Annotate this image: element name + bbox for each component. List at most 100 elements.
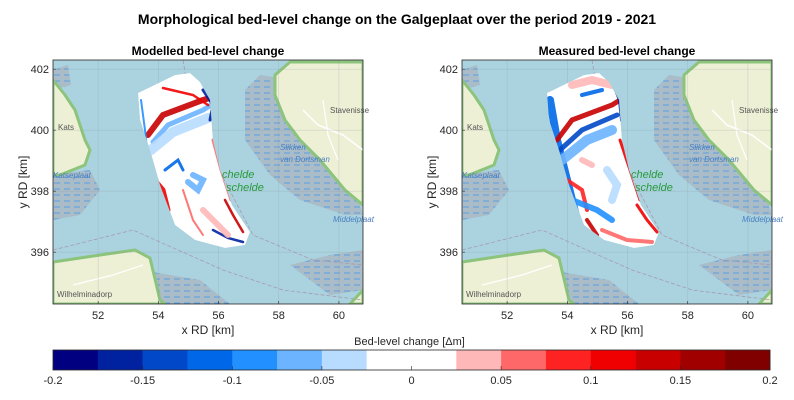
map-label: Kats xyxy=(58,123,74,132)
road xyxy=(481,264,553,286)
tidal-flat xyxy=(699,250,772,295)
bed-change-feature xyxy=(150,102,214,145)
map-label: Kats xyxy=(467,123,483,132)
map-label: Slikken xyxy=(689,143,715,152)
road xyxy=(72,264,144,286)
colorbar-tick-label: -0.15 xyxy=(130,375,155,387)
map-panel-modelled: Stavenisse Slikken van Dortsman cheldeschel… xyxy=(16,44,375,337)
boundary-line xyxy=(462,229,772,301)
land xyxy=(273,60,363,207)
boundary-line xyxy=(182,60,363,266)
bed-change-feature xyxy=(635,203,659,234)
road xyxy=(731,99,748,161)
colorbar-bin xyxy=(277,350,323,370)
tidal-flat xyxy=(549,270,639,304)
colorbar-bin xyxy=(635,350,681,370)
panel-title: Modelled bed-level change xyxy=(132,44,285,58)
map-label: Stavenisse xyxy=(330,106,370,115)
colorbar-bin xyxy=(545,350,592,370)
colorbar-bin xyxy=(53,350,99,370)
x-tick-label: 56 xyxy=(621,310,633,322)
bed-change-feature xyxy=(163,157,185,172)
bed-change-feature xyxy=(600,228,654,244)
bed-change-feature xyxy=(603,166,622,204)
colorbar-label: Bed-level change [Δm] xyxy=(354,336,465,348)
y-tick-label: 398 xyxy=(31,186,49,198)
bed-change-feature xyxy=(223,198,245,234)
colorbar-tick-label: -0.1 xyxy=(223,375,242,387)
x-tick-label: 60 xyxy=(333,310,345,322)
map-label: Katseplaat xyxy=(53,171,92,180)
map-label: van Dortsman xyxy=(280,155,330,164)
bed-level-field xyxy=(547,73,659,248)
y-tick-label: 402 xyxy=(440,64,458,76)
y-axis-label: y RD [km] xyxy=(425,156,439,209)
bed-change-feature xyxy=(569,197,615,223)
bed-change-feature xyxy=(182,189,204,236)
map-label: Middelplaat xyxy=(333,215,375,224)
tidal-flat xyxy=(140,270,230,304)
panel-title: Measured bed-level change xyxy=(539,44,696,58)
y-tick-label: 400 xyxy=(31,125,49,137)
map-label: Stavenisse xyxy=(739,106,779,115)
x-tick-label: 52 xyxy=(501,310,513,322)
bed-change-feature xyxy=(585,218,599,237)
colorbar: -0.2 -0.15 -0.1 -0.05 0 0.05 0.1 0.15 0.2 Bed-lev… xyxy=(44,336,778,387)
colorbar-bin xyxy=(142,350,188,370)
x-tick-label: 56 xyxy=(212,310,224,322)
map-label: chelde xyxy=(222,169,254,181)
land xyxy=(682,60,772,207)
y-axis-label: y RD [km] xyxy=(16,156,30,209)
map-label: Katseplaat xyxy=(462,171,501,180)
boundary-line xyxy=(53,229,363,301)
bed-change-feature xyxy=(557,125,617,165)
colorbar-bin xyxy=(456,350,502,370)
bed-change-feature xyxy=(145,95,213,138)
x-axis-label: x RD [km] xyxy=(591,323,644,337)
x-axis-label: x RD [km] xyxy=(182,323,235,337)
colorbar-tick-label: 0.1 xyxy=(583,375,598,387)
x-tick-label: 52 xyxy=(92,310,104,322)
colorbar-tick-label: 0.05 xyxy=(490,375,511,387)
y-tick-label: 400 xyxy=(440,125,458,137)
axes-box xyxy=(52,59,364,305)
colorbar-tick-label: 0.2 xyxy=(762,375,777,387)
map-label: schelde xyxy=(635,182,673,194)
colorbar-tick-label: 0.15 xyxy=(670,375,691,387)
road xyxy=(711,109,772,151)
axes-box xyxy=(461,59,773,305)
colorbar-bin xyxy=(366,350,412,370)
colorbar-tick-label: -0.05 xyxy=(309,375,334,387)
colorbar-bin xyxy=(187,350,233,370)
figure-title: Morphological bed-level change on the Ga… xyxy=(138,11,656,27)
map-panel-measured: Stavenisse Slikken van Dortsman cheldeschel… xyxy=(425,44,784,337)
y-tick-label: 396 xyxy=(31,247,49,259)
boundary-line xyxy=(591,60,772,266)
bed-change-feature xyxy=(146,113,213,155)
bed-change-feature xyxy=(568,75,616,89)
bed-change-feature xyxy=(579,157,595,168)
road xyxy=(302,109,363,151)
map-label: schelde xyxy=(226,182,264,194)
bed-change-feature xyxy=(580,88,604,97)
bed-change-feature xyxy=(161,86,210,107)
bed-change-feature xyxy=(200,207,231,238)
colorbar-tick-label: 0 xyxy=(408,375,414,387)
y-tick-label: 398 xyxy=(440,186,458,198)
land xyxy=(756,287,772,304)
x-tick-label: 60 xyxy=(742,310,754,322)
y-tick-label: 402 xyxy=(31,64,49,76)
colorbar-tick-label: -0.2 xyxy=(44,375,63,387)
land xyxy=(53,77,92,177)
land xyxy=(53,248,168,304)
y-tick-label: 396 xyxy=(440,247,458,259)
bed-change-feature xyxy=(185,172,208,195)
colorbar-bin xyxy=(321,350,367,370)
land xyxy=(462,77,501,177)
colorbar-bin xyxy=(232,350,278,370)
tidal-flat xyxy=(462,170,509,220)
bed-change-feature xyxy=(554,97,623,143)
x-tick-label: 58 xyxy=(682,310,694,322)
x-tick-label: 58 xyxy=(273,310,285,322)
colorbar-bin xyxy=(725,350,771,370)
